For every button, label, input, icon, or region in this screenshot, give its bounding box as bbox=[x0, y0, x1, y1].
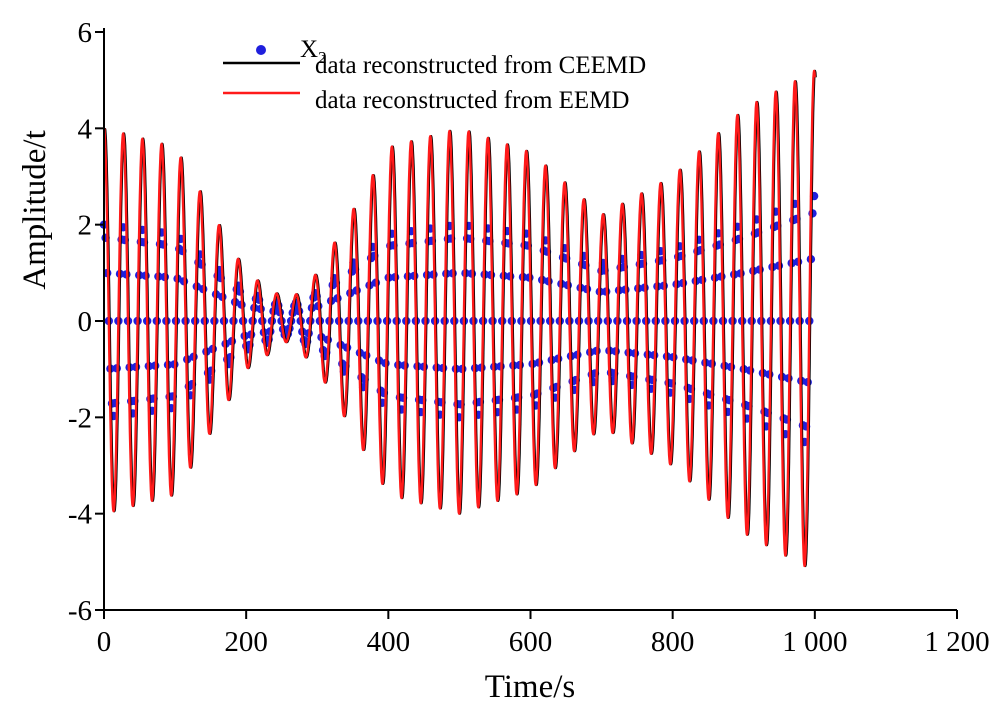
x-tick-label: 200 bbox=[224, 626, 268, 658]
legend-label-x2: X2 bbox=[300, 36, 327, 67]
legend-marker-x2 bbox=[256, 45, 266, 55]
y-axis-title: Amplitude/t bbox=[17, 130, 53, 290]
y-tick-label: -2 bbox=[68, 402, 92, 434]
x-tick-label: 400 bbox=[367, 626, 411, 658]
x-tick-label: 0 bbox=[97, 626, 112, 658]
plot-series bbox=[99, 69, 819, 568]
axes: 0 200 400 600 800 1 000 1 200 -6 -4 -2 0 2 4 6 bbox=[68, 17, 990, 658]
y-tick-label: 6 bbox=[78, 17, 93, 49]
legend: X2 data reconstructed from CEEMD data re… bbox=[223, 36, 646, 114]
x-tick-label: 600 bbox=[509, 626, 553, 658]
y-tick-label: -6 bbox=[68, 595, 92, 627]
y-tick-label: -4 bbox=[68, 499, 93, 531]
x-tick-label: 1 000 bbox=[782, 626, 847, 658]
series-eemd-line bbox=[102, 69, 816, 568]
y-tick-label: 4 bbox=[78, 113, 93, 145]
legend-label-ceemd: data reconstructed from CEEMD bbox=[315, 52, 646, 79]
x-axis-title: Time/s bbox=[485, 669, 576, 705]
x-tick-label: 1 200 bbox=[924, 626, 989, 658]
x-tick-label: 800 bbox=[651, 626, 695, 658]
legend-label-eemd: data reconstructed from EEMD bbox=[315, 87, 629, 114]
y-tick-label: 0 bbox=[78, 306, 93, 338]
y-tick-label: 2 bbox=[78, 210, 93, 242]
